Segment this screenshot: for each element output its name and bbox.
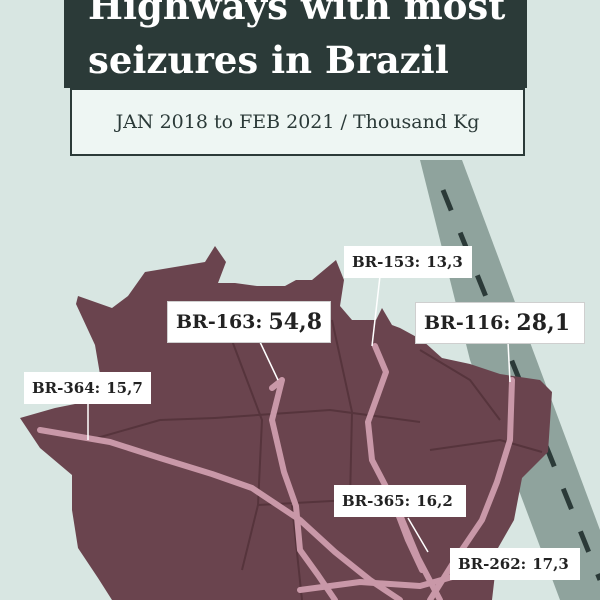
subtitle-box: JAN 2018 to FEB 2021 / Thousand Kg xyxy=(70,88,525,156)
label-br-116-value: 28,1 xyxy=(516,310,571,336)
label-br-262: BR-262: 17,3 xyxy=(450,548,580,580)
label-br-364-name: BR-364: xyxy=(32,379,101,397)
label-br-365: BR-365: 16,2 xyxy=(334,485,466,517)
label-br-153-value: 13,3 xyxy=(426,253,463,271)
label-br-163-value: 54,8 xyxy=(268,309,323,335)
label-br-364: BR-364: 15,7 xyxy=(24,372,151,404)
label-br-116-name: BR-116: xyxy=(424,312,511,334)
label-br-163-name: BR-163: xyxy=(176,311,263,333)
label-br-116: BR-116: 28,1 xyxy=(415,302,585,344)
subtitle: JAN 2018 to FEB 2021 / Thousand Kg xyxy=(115,111,480,133)
label-br-365-name: BR-365: xyxy=(342,492,411,510)
label-br-262-value: 17,3 xyxy=(532,555,569,573)
highway-br-163-line xyxy=(269,377,338,600)
label-br-153: BR-153: 13,3 xyxy=(344,246,472,278)
label-br-364-value: 15,7 xyxy=(106,379,143,397)
highway-br-364-line xyxy=(37,427,403,600)
title-box: Highways with most seizures in Brazil xyxy=(64,0,527,88)
state-borders xyxy=(89,319,543,600)
label-br-365-value: 16,2 xyxy=(416,492,453,510)
label-br-262-name: BR-262: xyxy=(458,555,527,573)
label-br-153-name: BR-153: xyxy=(352,253,421,271)
label-br-163: BR-163: 54,8 xyxy=(167,301,331,343)
title-line-1: Highways with most xyxy=(88,0,506,28)
title-line-2: seizures in Brazil xyxy=(88,38,449,82)
